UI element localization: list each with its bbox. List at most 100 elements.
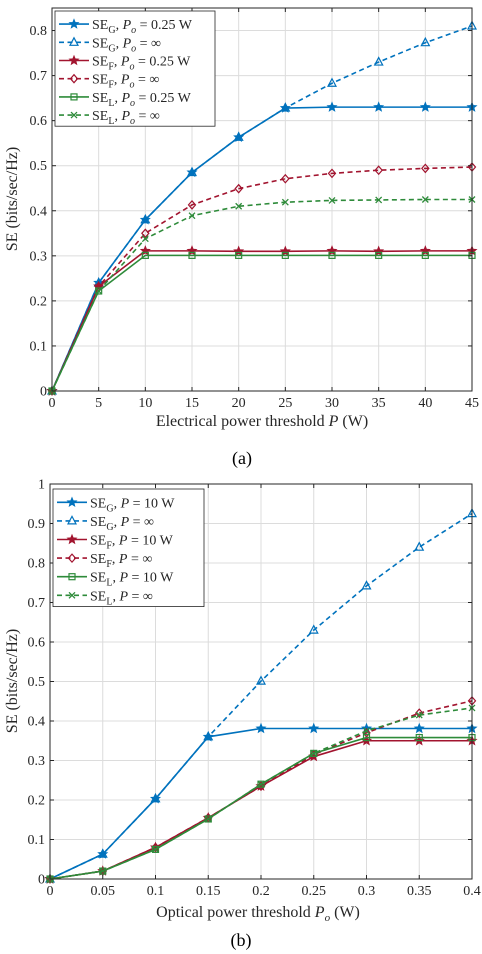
x-axis-label-b: Optical power threshold Po (W) <box>156 904 360 924</box>
data-point <box>310 749 318 757</box>
data-point <box>421 251 429 259</box>
data-point <box>421 163 430 174</box>
series-a-4 <box>48 251 476 395</box>
data-point <box>150 793 161 803</box>
ticks-a: 0 5 10 15 20 25 30 35 40 45 0 0.1 0.2 0.3 0.4 0.5 0.6 0.7… <box>30 8 479 411</box>
data-point <box>235 202 243 210</box>
y-tick-label: 0.8 <box>28 557 46 572</box>
series-line <box>49 512 473 880</box>
legend-marker <box>67 515 77 525</box>
data-point <box>308 722 320 734</box>
legend-marker <box>67 553 77 564</box>
legend-marker <box>66 533 78 545</box>
x-tick-label: 0.35 <box>407 884 432 899</box>
legend-entry: SEL, P = ∞ <box>90 589 153 607</box>
data-point <box>419 245 431 256</box>
data-point <box>141 235 149 243</box>
x-tick-label: 0.2 <box>252 884 270 899</box>
legend-marker <box>70 111 78 119</box>
legend-entry: SEL, Po = 0.25 W <box>92 91 192 109</box>
x-tick-label: 45 <box>465 396 479 411</box>
legend-marker <box>70 93 78 101</box>
data-point <box>361 580 372 590</box>
data-point <box>373 245 385 257</box>
chart-a: 0 5 10 15 20 25 30 35 40 45 0 0.1 0.2 0.3 0.4 0.5 0.6 0.7… <box>4 7 479 469</box>
legend-entry: SEG, Po = 0.25 W <box>92 18 193 36</box>
data-point <box>95 287 103 295</box>
series-line <box>51 166 473 392</box>
data-point <box>45 874 55 884</box>
x-tick-label: 5 <box>95 396 102 411</box>
x-tick-label: 0 <box>49 396 56 411</box>
legend-entry: SEG, P = ∞ <box>90 515 154 533</box>
y-tick-label: 0.4 <box>30 204 48 219</box>
legend-marker <box>69 36 79 46</box>
y-tick-label: 0.5 <box>30 159 48 174</box>
data-point <box>95 287 103 295</box>
series-line <box>51 198 472 392</box>
legend-entry: SEF, Po = 0.25 W <box>92 55 191 73</box>
data-point <box>233 131 244 141</box>
data-point <box>308 624 319 634</box>
data-point <box>234 183 243 194</box>
data-point <box>187 166 197 177</box>
data-point <box>421 196 429 203</box>
data-point <box>141 228 150 239</box>
data-point <box>97 848 109 859</box>
legend-entry: SEG, P = 10 W <box>90 496 175 514</box>
data-point <box>186 166 198 178</box>
data-point <box>281 198 289 206</box>
x-tick-label: 25 <box>278 396 292 411</box>
data-point <box>413 722 425 734</box>
data-point <box>257 780 265 788</box>
y-tick-label: 0.2 <box>28 794 46 809</box>
data-point <box>326 101 338 112</box>
legend-marker <box>68 18 80 29</box>
y-tick-label: 0.6 <box>30 114 48 129</box>
x-tick-label: 20 <box>232 396 246 411</box>
data-point <box>203 731 214 741</box>
y-tick-label: 0.1 <box>28 833 46 848</box>
data-point <box>279 245 291 257</box>
data-point <box>187 199 197 210</box>
data-point <box>414 708 424 719</box>
legend-entry: SEF, P = ∞ <box>90 552 152 570</box>
y-tick-label: 0 <box>38 873 45 888</box>
x-tick-label: 0.25 <box>302 884 327 899</box>
series-line <box>51 250 472 392</box>
y-tick-label: 0.7 <box>30 69 48 84</box>
x-tick-label: 10 <box>138 396 152 411</box>
data-point <box>204 815 212 823</box>
data-point <box>99 867 107 875</box>
legend-entry: SEL, Po = ∞ <box>92 109 160 127</box>
legend-entry: SEG, Po = ∞ <box>92 36 161 54</box>
data-point <box>151 845 160 853</box>
y-tick-label: 0.8 <box>30 24 48 39</box>
series-line <box>51 25 473 392</box>
y-axis-label-b: SE (bits/sec/Hz) <box>4 629 21 733</box>
legend-marker <box>68 54 80 66</box>
series-group-a <box>46 20 478 396</box>
data-point <box>152 845 159 853</box>
legend-marker <box>66 496 78 508</box>
data-point <box>47 386 57 396</box>
data-point <box>139 245 151 256</box>
plot-frame-a <box>51 7 473 392</box>
data-point <box>327 168 337 179</box>
legend-marker <box>68 573 76 581</box>
legend-marker <box>68 591 76 599</box>
chart-b: 0 0.05 0.1 0.15 0.2 0.25 0.3 0.35 0.4 0 0.1 0.2 0.3 0… <box>4 478 481 952</box>
data-point <box>363 727 370 735</box>
y-tick-label: 0.9 <box>28 517 46 532</box>
data-point <box>328 251 336 259</box>
data-point <box>375 251 383 259</box>
data-point <box>188 251 196 259</box>
data-point <box>310 749 318 757</box>
x-tick-label: 0.4 <box>463 884 481 899</box>
legend-box <box>52 488 205 607</box>
data-point <box>186 245 198 256</box>
data-point <box>415 733 423 742</box>
data-point <box>233 245 245 257</box>
